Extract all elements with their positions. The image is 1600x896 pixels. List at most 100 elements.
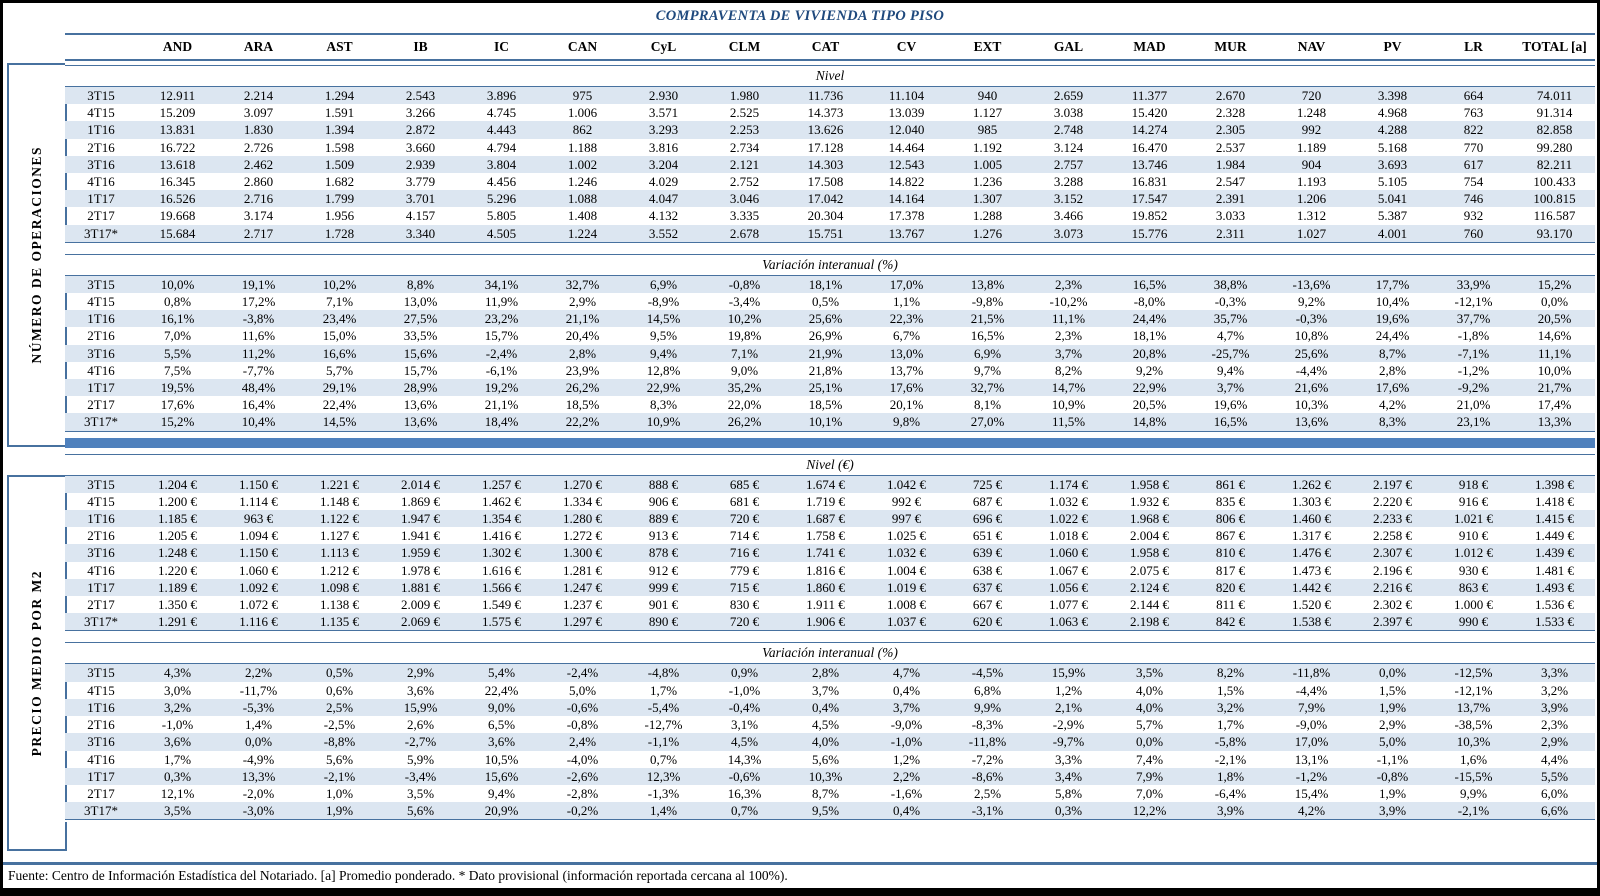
value-cell: 1.270 € [542,475,623,493]
value-cell: 4.968 [1377,105,1408,121]
value-cell: 48,4% [218,379,299,397]
value-cell: 4.505 [461,224,542,243]
value-cell: 918 € [1433,475,1514,493]
value-cell: 4,5% [704,733,785,751]
value-cell: 15,6% [380,344,461,362]
table-row: 3T15 4,3% 2,2% 0,5% 2,9% 5,4% -2,4% -4,8% 0,9% 2,… [65,663,1595,682]
value-cell: 617 [1433,155,1514,174]
value-cell: 15.209 [159,105,196,121]
value-cell: 3.293 [623,121,704,139]
value-cell: 940 [947,86,1028,105]
value-cell: 3,0% [163,682,192,698]
value-cell: 1.449 € [1535,528,1574,544]
value-cell: 830 € [729,597,760,613]
value-cell: 13,6% [403,397,438,413]
value-cell: 13.039 [888,105,925,121]
quarter-label: 3T17* [65,802,137,820]
value-cell: -2,5% [323,717,356,733]
quarter-label: 4T15 [87,294,115,310]
value-cell: 14.373 [807,105,844,121]
value-cell: 1,0% [325,785,354,801]
value-cell: 17,6% [160,397,195,413]
value-cell: 930 € [1458,562,1489,578]
value-cell: 1.224 [542,224,623,243]
value-cell: 16.722 [159,139,196,155]
subsection-title: Variación interanual (%) [65,642,1595,665]
value-cell: 2.253 [704,121,785,139]
value-cell: -1,8% [1457,328,1490,344]
value-cell: 3,7% [866,698,947,717]
value-cell: 7,9% [1271,698,1352,717]
value-cell: 3.033 [1215,208,1246,224]
value-cell: 34,1% [461,275,542,294]
value-cell: 0,0% [1540,294,1569,310]
value-cell: 1.307 [947,190,1028,208]
value-cell: 1.439 € [1514,544,1595,562]
value-cell: 687 € [972,493,1003,509]
value-cell: 93.170 [1514,224,1595,243]
value-cell: 13,8% [947,275,1028,294]
value-cell: 3.340 [380,224,461,243]
value-cell: 985 [947,121,1028,139]
value-cell: 2.860 [243,174,274,190]
value-cell: 3.046 [704,190,785,208]
value-cell: 1.025 € [887,528,926,544]
value-cell: 2,1% [1028,698,1109,717]
value-cell: 3,7% [1028,344,1109,362]
quarter-label: 1T16 [65,121,137,139]
column-header: CV [866,33,947,61]
value-cell: 1.236 [972,174,1003,190]
value-cell: 5,0% [1352,733,1433,751]
value-cell: 9,0% [730,362,759,378]
value-cell: 2.014 € [380,475,461,493]
value-cell: 1,7% [163,751,192,767]
value-cell: 963 € [218,510,299,528]
table-row: 4T15 0,8% 17,2% 7,1% 13,0% 11,9% 2,9% -8,9% -3,4… [65,293,1595,310]
value-cell: 0,0% [1352,663,1433,682]
table-end-line [65,819,1595,823]
value-cell: -7,1% [1433,344,1514,362]
value-cell: 1.476 € [1271,544,1352,562]
value-cell: 10,2% [299,275,380,294]
value-cell: 990 € [1433,613,1514,631]
page-title: COMPRAVENTA DE VIVIENDA TIPO PISO [655,8,945,24]
value-cell: 1.037 € [866,613,947,631]
value-cell: 1.350 € [158,597,197,613]
value-cell: 806 € [1190,510,1271,528]
value-cell: 1.000 € [1454,597,1493,613]
value-cell: 1.018 € [1049,528,1088,544]
value-cell: 1.094 € [239,528,278,544]
value-cell: 1.008 € [887,597,926,613]
value-cell: 906 € [648,493,679,509]
value-cell: 1.598 [324,139,355,155]
value-cell: 1.958 € [1109,475,1190,493]
value-cell: 1.280 € [542,510,623,528]
value-cell: 13,0% [403,294,438,310]
value-cell: 1.148 € [320,493,359,509]
quarter-label: 4T16 [87,562,115,578]
value-cell: 8,7% [811,785,840,801]
value-cell: 932 [1463,208,1484,224]
value-cell: 18,1% [1132,328,1167,344]
value-cell: -2,1% [1433,802,1514,820]
value-cell: 22,9% [623,379,704,397]
value-cell: 1.911 € [806,597,845,613]
value-cell: 14,3% [727,751,762,767]
value-cell: 746 [1433,190,1514,208]
value-cell: 1.591 [324,105,355,121]
value-cell: 22,4% [322,397,357,413]
value-cell: 1.113 € [299,544,380,562]
value-cell: 1.303 € [1292,493,1331,509]
value-cell: 26,9% [808,328,843,344]
value-cell: 696 € [947,510,1028,528]
value-cell: 12.543 [866,155,947,174]
quarter-label: 3T16 [65,733,137,751]
value-cell: 842 € [1190,613,1271,631]
value-cell: 1,9% [1352,698,1433,717]
value-cell: 5.105 [1377,174,1408,190]
value-cell: 9,4% [487,785,516,801]
value-cell: 2.311 [1190,224,1271,243]
value-cell: 1.060 € [1028,544,1109,562]
value-cell: 0,3% [137,767,218,785]
table-row: 4T16 1.220 € 1.060 € 1.212 € 1.978 € 1.616 € 1… [65,562,1595,579]
